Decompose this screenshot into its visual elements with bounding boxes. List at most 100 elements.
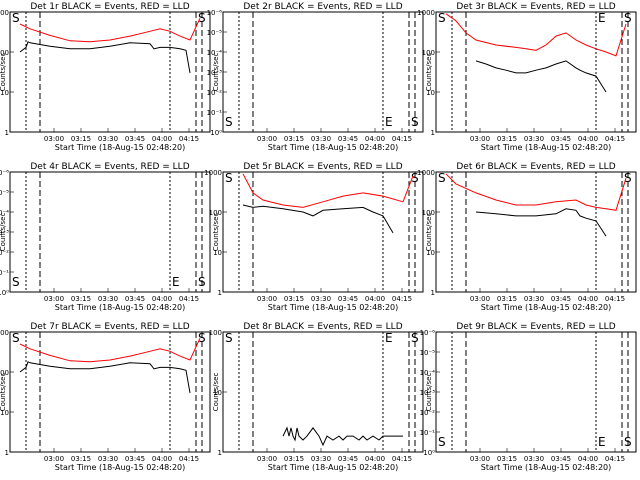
y-tick-label: 1 xyxy=(5,449,9,457)
plot-frame xyxy=(435,11,637,133)
y-tick-label: 10⁻⁵ xyxy=(0,189,9,197)
x-tick-label: 03:00 xyxy=(257,135,277,143)
y-axis-label: Counts/sec xyxy=(425,53,433,92)
y-tick-label: 10 xyxy=(426,89,435,97)
x-tick-label: 03:45 xyxy=(551,295,571,303)
x-axis-label: Start Time (18-Aug-15 02:48:20) xyxy=(55,143,186,152)
x-tick-label: 04:15 xyxy=(179,135,199,143)
y-tick-label: 100 xyxy=(209,329,222,337)
x-tick-label: 03:30 xyxy=(98,135,118,143)
event-marker-label: S xyxy=(225,171,233,185)
event-marker-label: S xyxy=(624,171,632,185)
panel-title: Det 5r BLACK = Events, RED = LLD xyxy=(243,162,402,172)
x-tick-label: 04:15 xyxy=(605,135,625,143)
panel-title: Det 3r BLACK = Events, RED = LLD xyxy=(456,2,615,12)
y-tick-label: 100 xyxy=(0,369,9,377)
x-tick-label: 03:45 xyxy=(338,455,358,463)
y-tick-label: 10⁻⁶ xyxy=(0,169,9,177)
panel-title: Det 4r BLACK = Events, RED = LLD xyxy=(30,162,189,172)
events-series-line xyxy=(242,204,394,234)
panel-det-1: Det 1r BLACK = Events, RED = LLD 1 10 100 10… xyxy=(0,2,211,152)
event-marker-label: E xyxy=(172,275,180,289)
y-tick-label: 1000 xyxy=(0,329,9,337)
x-tick-label: 03:15 xyxy=(71,135,91,143)
panel-title: Det 8r BLACK = Events, RED = LLD xyxy=(243,322,402,332)
y-tick-label: 10⁻² xyxy=(420,409,436,417)
x-tick-label: 03:00 xyxy=(44,295,64,303)
x-tick-label: 03:15 xyxy=(71,295,91,303)
y-tick-label: 10⁻² xyxy=(0,249,9,257)
x-tick-label: 04:15 xyxy=(392,135,412,143)
x-tick-label: 04:00 xyxy=(365,455,385,463)
y-tick-label: 10⁻¹ xyxy=(420,429,436,437)
y-tick-label: 1000 xyxy=(417,9,435,17)
x-tick-label: 03:30 xyxy=(98,295,118,303)
x-tick-label: 03:45 xyxy=(338,135,358,143)
y-tick-label: 1 xyxy=(431,289,435,297)
y-axis-label: Counts/sec xyxy=(0,213,7,252)
x-tick-label: 04:00 xyxy=(152,295,172,303)
x-axis-label: Start Time (18-Aug-15 02:48:20) xyxy=(55,463,186,472)
panel-det-4: Det 4r BLACK = Events, RED = LLD 10⁰ 10⁻¹ 1… xyxy=(0,162,211,312)
x-tick-label: 04:00 xyxy=(152,135,172,143)
y-tick-label: 1000 xyxy=(0,9,9,17)
y-tick-label: 1 xyxy=(218,289,222,297)
panel-title: Det 1r BLACK = Events, RED = LLD xyxy=(30,2,189,12)
y-tick-label: 10⁻³ xyxy=(0,229,9,237)
y-tick-label: 10⁻² xyxy=(207,89,223,97)
x-tick-label: 04:00 xyxy=(365,135,385,143)
x-tick-label: 03:00 xyxy=(470,295,490,303)
x-tick-label: 03:30 xyxy=(311,295,331,303)
y-tick-label: 10 xyxy=(426,249,435,257)
plot-frame xyxy=(222,171,424,293)
y-tick-label: 1 xyxy=(5,129,9,137)
y-axis-label: Counts/sec xyxy=(0,53,7,92)
y-tick-label: 10 xyxy=(0,409,9,417)
event-marker-label: E xyxy=(385,115,393,129)
x-tick-label: 03:00 xyxy=(257,295,277,303)
x-tick-label: 04:15 xyxy=(605,295,625,303)
y-tick-label: 10 xyxy=(213,249,222,257)
x-tick-label: 04:00 xyxy=(365,295,385,303)
event-marker-label: S xyxy=(198,331,206,345)
y-tick-label: 10⁻³ xyxy=(420,389,436,397)
x-tick-label: 04:15 xyxy=(179,295,199,303)
plot-frame xyxy=(9,331,211,453)
x-tick-label: 03:45 xyxy=(551,135,571,143)
x-tick-label: 03:45 xyxy=(125,295,145,303)
y-tick-label: 10⁻⁴ xyxy=(207,49,223,57)
y-axis-label: Counts/sec xyxy=(425,213,433,252)
y-tick-label: 1000 xyxy=(417,169,435,177)
lld-series-line xyxy=(445,173,627,211)
event-marker-label: S xyxy=(438,435,446,449)
x-tick-label: 03:45 xyxy=(125,455,145,463)
x-tick-label: 04:15 xyxy=(392,295,412,303)
y-tick-label: 10⁰ xyxy=(423,449,435,457)
x-tick-label: 03:30 xyxy=(311,135,331,143)
lld-series-line xyxy=(19,17,201,43)
event-marker-label: S xyxy=(411,171,419,185)
y-axis-label: Counts/sec xyxy=(212,213,220,252)
event-marker-label: E xyxy=(598,435,606,449)
event-marker-label: S xyxy=(198,11,206,25)
event-marker-label: S xyxy=(624,435,632,449)
y-axis-label: Counts/sec xyxy=(212,373,220,412)
x-tick-label: 03:30 xyxy=(98,455,118,463)
event-marker-label: S xyxy=(411,115,419,129)
events-series-line xyxy=(475,60,607,93)
x-axis-label: Start Time (18-Aug-15 02:48:20) xyxy=(268,463,399,472)
x-axis-label: Start Time (18-Aug-15 02:48:20) xyxy=(481,463,612,472)
x-tick-label: 04:00 xyxy=(578,455,598,463)
panel-det-9: Det 9r BLACK = Events, RED = LLD 10⁰ 10⁻¹ 1… xyxy=(420,322,637,472)
x-tick-label: 04:00 xyxy=(578,295,598,303)
x-axis-label: Start Time (18-Aug-15 02:48:20) xyxy=(55,303,186,312)
y-tick-label: 10⁻⁶ xyxy=(207,9,223,17)
x-tick-label: 03:15 xyxy=(284,455,304,463)
events-series-line xyxy=(282,426,403,447)
x-tick-label: 03:30 xyxy=(524,295,544,303)
y-tick-label: 10⁻⁶ xyxy=(420,329,436,337)
x-tick-label: 04:15 xyxy=(605,455,625,463)
plot-frame xyxy=(9,11,211,133)
x-tick-label: 03:15 xyxy=(497,295,517,303)
x-tick-label: 03:30 xyxy=(311,455,331,463)
